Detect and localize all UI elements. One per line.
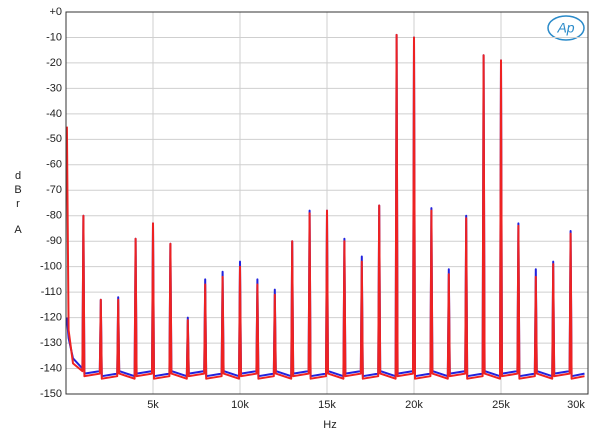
y-tick-label: -60 — [46, 159, 62, 171]
y-tick-label: -110 — [41, 286, 62, 298]
y-axis-label: B — [14, 184, 21, 196]
x-tick-label: 20k — [405, 399, 423, 411]
x-tick-label: 15k — [318, 399, 336, 411]
logo: Ap — [547, 15, 585, 41]
logo-ring — [547, 15, 585, 41]
y-axis-label: r — [16, 198, 20, 210]
y-tick-label: -90 — [46, 235, 62, 247]
y-tick-label: -50 — [46, 133, 62, 145]
y-tick-label: +0 — [49, 6, 62, 18]
x-tick-label: 10k — [231, 399, 249, 411]
y-tick-label: -10 — [46, 31, 62, 43]
x-tick-label: 30k — [567, 399, 585, 411]
y-tick-label: -150 — [40, 388, 62, 400]
y-tick-label: -140 — [40, 362, 62, 374]
y-tick-label: -30 — [46, 82, 62, 94]
plot-border — [65, 11, 589, 395]
y-tick-label: -130 — [40, 337, 62, 349]
series-line — [65, 33, 585, 380]
y-tick-label: -120 — [40, 312, 62, 324]
y-tick-label: -100 — [40, 261, 62, 273]
y-tick-label: -40 — [46, 108, 62, 120]
y-tick-label: -70 — [46, 184, 62, 196]
logo-text: Ap — [556, 20, 574, 36]
y-axis-label: d — [15, 170, 21, 182]
x-axis-label: Hz — [323, 419, 336, 431]
x-tick-label: 25k — [492, 399, 510, 411]
x-tick-label: 5k — [147, 399, 159, 411]
y-tick-label: -80 — [46, 210, 62, 222]
y-axis-label: A — [14, 224, 22, 236]
y-tick-label: -20 — [46, 57, 62, 69]
